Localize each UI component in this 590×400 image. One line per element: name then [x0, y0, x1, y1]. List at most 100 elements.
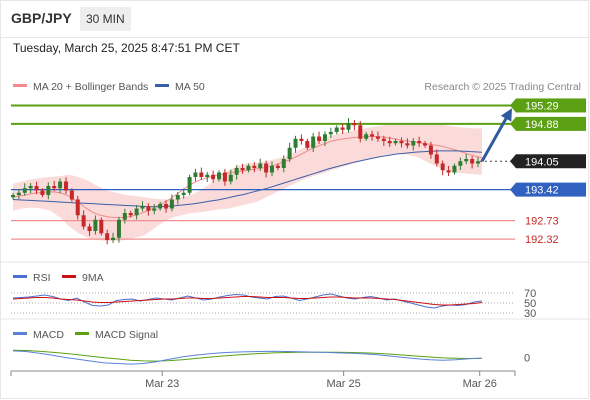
- level-tag: [516, 154, 586, 169]
- candle-body: [122, 213, 127, 220]
- candle-body: [228, 174, 233, 182]
- level-tag-pointer: [510, 98, 516, 113]
- x-tick-label: Mar 26: [463, 378, 497, 390]
- macd-zero-label: 0: [524, 353, 530, 365]
- candle-body: [370, 134, 375, 137]
- candle-body: [16, 192, 21, 195]
- candle-body: [334, 127, 339, 132]
- level-tag-pointer: [510, 154, 516, 169]
- candle-body: [222, 172, 227, 182]
- candle-body: [87, 226, 92, 231]
- rsi-ma-line: [12, 296, 483, 306]
- macd-legend-swatch: [13, 332, 27, 335]
- candle-body: [187, 177, 192, 193]
- candle-body: [169, 199, 174, 209]
- candle-body: [393, 141, 398, 144]
- candle-body: [193, 172, 198, 177]
- rsi-legend-swatch: [13, 275, 27, 278]
- candle-body: [140, 206, 145, 209]
- instrument-title: GBP/JPY: [11, 10, 72, 26]
- level-tag: [516, 182, 586, 197]
- candle-body: [340, 127, 345, 130]
- ma50-legend-label: MA 50: [175, 81, 205, 93]
- candle-body: [375, 136, 380, 139]
- candle-body: [417, 141, 422, 144]
- candle-body: [399, 141, 404, 144]
- header-bar: GBP/JPY 30 MIN: [0, 0, 590, 38]
- x-tick-label: Mar 25: [327, 378, 361, 390]
- datetime-label: Tuesday, March 25, 2025 8:47:51 PM CET: [13, 41, 240, 55]
- candle-body: [464, 159, 469, 162]
- candle-body: [116, 219, 121, 238]
- rsi-level-label: 70: [524, 288, 536, 300]
- macd-signal-legend-label: MACD Signal: [95, 329, 158, 341]
- x-tick-label: Mar 23: [145, 378, 179, 390]
- candle-body: [476, 161, 480, 164]
- candle-body: [146, 206, 151, 211]
- candle-body: [287, 147, 292, 159]
- rsi-legend-label: RSI: [33, 272, 51, 284]
- timeframe-button[interactable]: 30 MIN: [80, 7, 131, 31]
- candle-body: [275, 165, 280, 168]
- candle-body: [328, 132, 333, 135]
- level-value: 195.29: [525, 100, 559, 112]
- rsi-level-label: 50: [524, 298, 536, 310]
- level-value: 192.32: [525, 234, 559, 246]
- macd-signal-legend-swatch: [75, 332, 89, 335]
- candle-body: [387, 141, 392, 144]
- candle-body: [152, 208, 157, 211]
- macd-legend: MACD MACD Signal: [13, 329, 158, 341]
- candle-body: [134, 208, 139, 216]
- level-value: 194.88: [525, 119, 559, 131]
- rsi-level-label: 30: [524, 308, 536, 320]
- candle-body: [63, 181, 68, 191]
- header-divider: [0, 37, 590, 38]
- ma20-legend-swatch: [13, 84, 27, 87]
- rsi-ma-legend-swatch: [62, 275, 76, 278]
- candle-body: [252, 165, 257, 168]
- candle-body: [311, 136, 316, 148]
- candle-body: [364, 134, 369, 139]
- candle-body: [52, 186, 57, 189]
- credit-label: Research © 2025 Trading Central: [424, 81, 581, 93]
- candle-body: [411, 141, 416, 146]
- candle-body: [34, 186, 39, 191]
- level-tag: [516, 116, 586, 131]
- candle-body: [164, 204, 169, 209]
- candle-body: [128, 213, 133, 216]
- candle-body: [217, 172, 222, 180]
- candle-body: [58, 181, 63, 189]
- candle-body: [293, 138, 298, 148]
- level-tag-pointer: [510, 116, 516, 131]
- level-value: 194.05: [525, 156, 559, 168]
- macd-line: [12, 350, 483, 365]
- candle-body: [93, 219, 98, 231]
- price-legend: MA 20 + Bollinger Bands MA 50 Research ©…: [13, 81, 581, 93]
- candle-body: [211, 174, 216, 180]
- candle-body: [446, 170, 451, 173]
- level-tag-pointer: [510, 182, 516, 197]
- candle-body: [199, 172, 204, 177]
- macd-legend-label: MACD: [33, 329, 64, 341]
- macd-signal-line: [12, 349, 483, 362]
- rsi-ma-legend-label: 9MA: [82, 272, 104, 284]
- projection-arrow: [480, 116, 509, 162]
- candle-body: [46, 186, 51, 195]
- candle-body: [381, 138, 386, 141]
- candle-body: [264, 163, 269, 173]
- candle-body: [69, 190, 74, 200]
- candle-body: [234, 168, 239, 175]
- candle-body: [246, 165, 251, 171]
- candle-body: [105, 233, 110, 240]
- candle-body: [428, 145, 433, 155]
- candle-body: [269, 165, 274, 173]
- ma20-legend-label: MA 20 + Bollinger Bands: [33, 81, 148, 93]
- candle-body: [22, 188, 27, 193]
- candle-body: [346, 123, 351, 130]
- candle-body: [240, 168, 245, 171]
- candle-body: [440, 163, 445, 171]
- candle-body: [358, 125, 363, 139]
- level-value: 192.73: [525, 216, 559, 228]
